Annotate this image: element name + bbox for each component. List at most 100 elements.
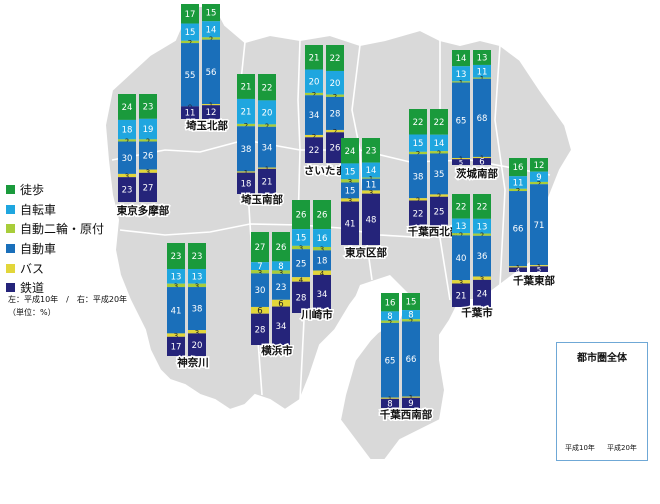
bar-segment — [509, 266, 527, 268]
year-note: 左：平成10年 / 右：平成20年 — [8, 295, 128, 304]
bar-value-label: 65 — [385, 356, 396, 366]
bar-value-label: 3 — [125, 173, 129, 181]
bar-value-label: 4 — [320, 270, 325, 278]
bar-value-label: 3 — [146, 168, 150, 176]
bar-value-label: 2 — [312, 91, 316, 99]
bar-value-label: 13 — [456, 70, 467, 80]
bar-segment — [409, 198, 427, 201]
bar-value-label: 12 — [206, 108, 217, 118]
legend-label-car: 自動車 — [20, 242, 57, 257]
bar-segment — [473, 276, 491, 280]
bar-value-label: 5 — [459, 159, 463, 167]
bar-segment — [305, 134, 323, 138]
bar-segment — [362, 138, 380, 163]
bar-segment — [188, 333, 206, 356]
bar-segment — [430, 109, 448, 135]
bar-value-label: 14 — [206, 25, 217, 35]
bar-value-label: 2 — [312, 133, 316, 141]
bar-value-label: 13 — [171, 272, 182, 282]
bar-segment — [326, 96, 344, 130]
bar-segment — [362, 177, 380, 179]
bar-value-label: 24 — [477, 290, 488, 300]
bar-value-label: 2 — [265, 123, 269, 131]
bar-segment — [258, 167, 276, 169]
bar-value-label: 11 — [513, 179, 524, 189]
bar-value-label: 2 — [125, 138, 129, 146]
bar-segment — [473, 78, 491, 157]
bar-value-label: 2 — [333, 93, 337, 101]
legend-label-bus: バス — [20, 261, 45, 276]
bar-segment — [362, 190, 380, 194]
bar-segment — [305, 92, 323, 96]
bar-segment — [409, 154, 427, 199]
bar-value-label: 38 — [192, 305, 203, 315]
bar-segment — [473, 50, 491, 65]
bar-value-label: 4 — [516, 267, 521, 275]
unit-note: （単位：%） — [8, 308, 56, 317]
bar-value-label: 23 — [122, 186, 133, 196]
bar-value-label: 16 — [513, 163, 524, 173]
legend-item-walk: 徒歩 — [6, 180, 104, 200]
bar-value-label: 2 — [209, 36, 213, 44]
bar-segment — [509, 191, 527, 267]
bar-segment — [202, 39, 220, 105]
region-label: 東京多摩部 — [117, 204, 170, 217]
bar-value-label: 26 — [276, 243, 287, 253]
bar-value-label: 24 — [122, 103, 133, 113]
bar-segment — [188, 283, 206, 288]
bar-value-label: 22 — [330, 54, 341, 64]
bar-segment — [251, 262, 269, 271]
bar-segment — [167, 336, 185, 356]
bar-segment — [409, 109, 427, 135]
bar-value-label: 3 — [195, 282, 199, 290]
legend-item-bicycle: 自転車 — [6, 200, 104, 220]
bar-segment — [381, 311, 399, 321]
bar-segment — [452, 159, 470, 165]
bar-segment — [326, 129, 344, 133]
bar-value-label: 65 — [456, 116, 467, 126]
legend-swatch-walk — [6, 185, 15, 195]
bar-segment — [251, 273, 269, 307]
bar-segment — [313, 246, 331, 251]
bar-segment — [305, 137, 323, 163]
bar-value-label: 16 — [317, 234, 328, 244]
bar-value-label: 66 — [513, 225, 524, 235]
bar-value-label: 34 — [309, 111, 320, 121]
bar-value-label: 34 — [262, 143, 273, 153]
bar-value-label: 18 — [241, 179, 252, 189]
region-label: 千葉西南部 — [380, 408, 433, 421]
bar-segment — [181, 23, 199, 41]
bar-value-label: 16 — [385, 298, 396, 308]
bar-value-label: 6 — [479, 158, 484, 168]
bar-segment — [292, 277, 310, 282]
bar-value-label: 20 — [330, 79, 341, 89]
bar-segment — [452, 218, 470, 234]
bar-value-label: 23 — [276, 283, 287, 293]
bar-segment — [305, 69, 323, 93]
bar-segment — [251, 306, 269, 314]
bar-segment — [258, 168, 276, 194]
bar-segment — [362, 178, 380, 191]
bar-segment — [292, 249, 310, 278]
bar-segment — [167, 268, 185, 284]
bar-segment — [473, 233, 491, 236]
bar-value-label: 15 — [413, 139, 424, 149]
bar-value-label: 6 — [278, 299, 283, 309]
legend-item-bus: バス — [6, 258, 104, 278]
bar-segment — [473, 279, 491, 307]
bar-segment — [326, 132, 344, 163]
bar-segment — [430, 196, 448, 226]
bar-segment — [530, 266, 548, 272]
bar-segment — [202, 105, 220, 119]
bar-value-label: 11 — [185, 109, 196, 119]
bar-value-label: 20 — [309, 77, 320, 87]
bar-segment — [452, 81, 470, 83]
bar-segment — [167, 333, 185, 337]
bar-segment — [251, 270, 269, 274]
bar-segment — [272, 232, 290, 262]
bar-segment — [341, 179, 359, 183]
bar-value-label: 17 — [185, 10, 196, 20]
legend-swatch-bicycle — [6, 204, 15, 214]
modal-share-bars: 17152550111514256112埼玉北部2418230323231922… — [115, 4, 612, 432]
bar-value-label: 14 — [366, 166, 377, 176]
